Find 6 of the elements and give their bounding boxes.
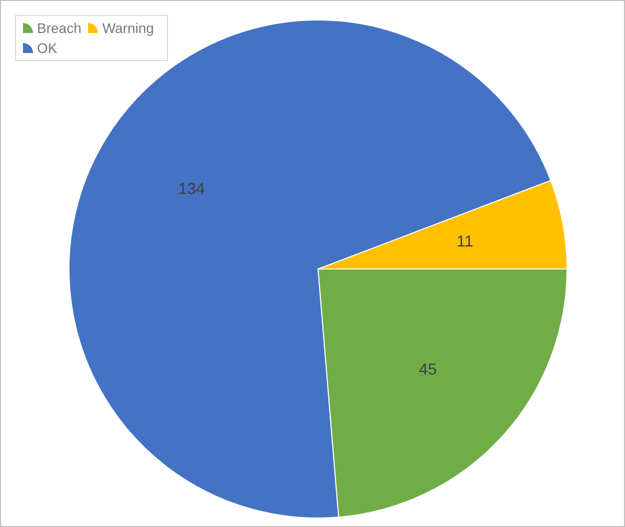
data-label: 45 xyxy=(419,362,437,379)
slice-label: OK xyxy=(37,40,58,56)
legend-label: Breach xyxy=(37,20,82,36)
data-label: 134 xyxy=(178,180,206,198)
data-label: 11 xyxy=(456,233,474,250)
legend-label: Warning xyxy=(102,20,154,36)
